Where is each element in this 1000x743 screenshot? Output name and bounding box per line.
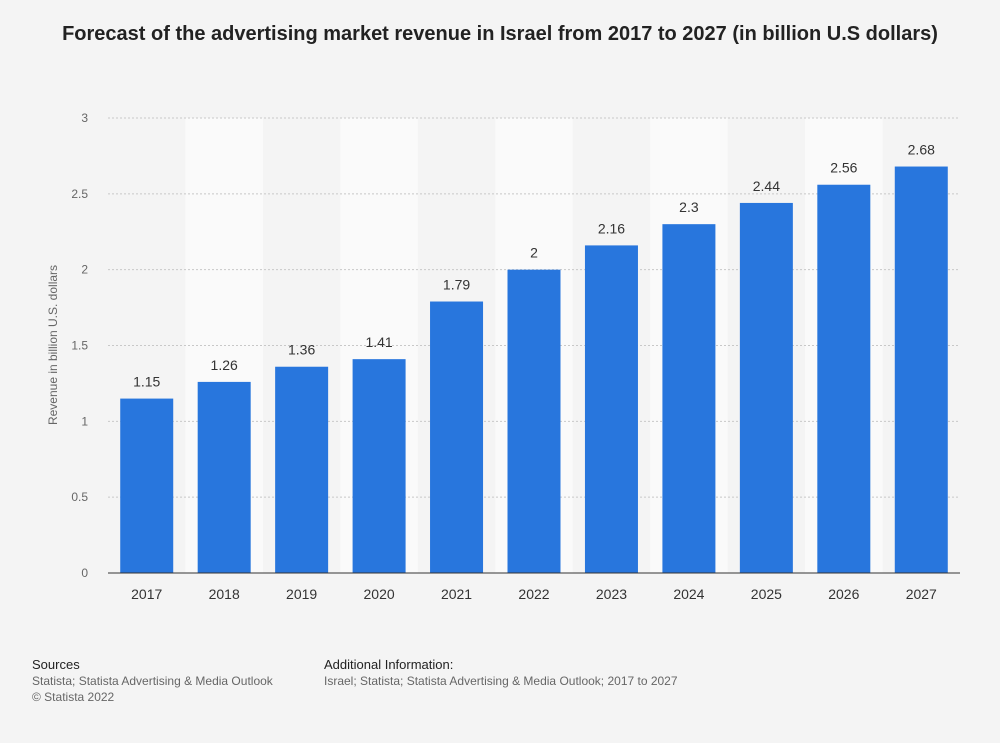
x-tick-label: 2018 [209,586,240,602]
value-labels: 1.15 1.26 1.36 1.41 1.79 2 2.16 2.3 2.44 2.56 2.68 [133,142,935,390]
y-tick-label: 0.5 [71,490,88,504]
bar-value-label: 1.79 [443,277,470,293]
y-tick-label: 3 [81,111,88,125]
x-axis-ticks: 2017 2018 2019 2020 2021 2022 2023 2024 2025 2026… [131,586,937,602]
x-tick-label: 2024 [673,586,704,602]
bar[interactable] [507,269,561,573]
bar-value-label: 2.3 [679,199,699,215]
bar-value-label: 1.26 [211,357,238,373]
bar-value-label: 2.56 [830,160,857,176]
additional-info-text: Israel; Statista; Statista Advertising &… [324,674,678,688]
additional-info-label: Additional Information: [324,657,454,672]
y-tick-label: 1 [81,414,88,428]
y-tick-label: 1.5 [71,339,88,353]
sources-text[interactable]: Statista; Statista Advertising & Media O… [32,674,273,688]
x-tick-label: 2022 [518,586,549,602]
bar[interactable] [739,202,793,573]
bar[interactable] [662,224,716,573]
x-tick-label: 2020 [364,586,395,602]
bar-chart: 0 0.5 1 1.5 2 2.5 3 1.15 1.26 1.36 1.41 1.79 2 2.16 2… [46,111,960,602]
y-tick-label: 0 [81,566,88,580]
x-tick-label: 2017 [131,586,162,602]
y-tick-label: 2.5 [71,187,88,201]
x-tick-label: 2021 [441,586,472,602]
bar-value-label: 1.41 [365,334,392,350]
x-tick-label: 2025 [751,586,782,602]
bar[interactable] [430,301,484,573]
x-tick-label: 2027 [906,586,937,602]
additional-info-block: Additional Information: Israel; Statista… [324,657,678,689]
bars [120,166,948,574]
bar-value-label: 1.36 [288,342,315,358]
bar[interactable] [197,381,251,573]
bar[interactable] [120,398,174,573]
bar-value-label: 2.16 [598,220,625,236]
bar[interactable] [894,166,948,574]
x-tick-label: 2019 [286,586,317,602]
bar-value-label: 1.15 [133,374,160,390]
bar-value-label: 2.68 [908,142,935,158]
y-axis-label: Revenue in billion U.S. dollars [46,265,60,425]
y-axis-ticks: 0 0.5 1 1.5 2 2.5 3 [71,111,88,580]
chart-title: Forecast of the advertising market reven… [62,23,938,45]
bar-value-label: 2 [530,245,538,261]
bar[interactable] [275,366,329,573]
x-tick-label: 2026 [828,586,859,602]
bar-value-label: 2.44 [753,178,780,194]
y-tick-label: 2 [81,263,88,277]
x-tick-label: 2023 [596,586,627,602]
sources-block: Sources Statista; Statista Advertising &… [32,657,273,705]
bar[interactable] [817,184,871,573]
bar[interactable] [352,359,406,573]
copyright-text: © Statista 2022 [32,690,115,704]
bar[interactable] [584,245,638,573]
sources-label: Sources [32,657,80,672]
